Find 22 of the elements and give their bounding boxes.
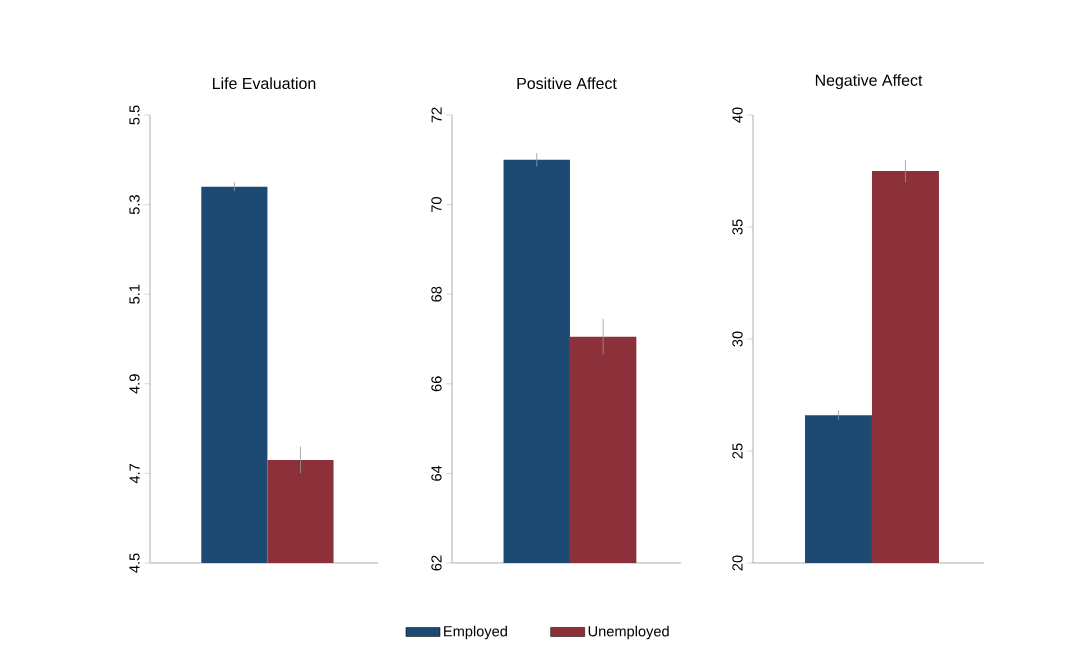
legend-label: Unemployed — [588, 625, 669, 640]
y-tick-label: 25 — [732, 443, 743, 459]
y-tick-label: 40 — [732, 107, 743, 123]
y-tick-label: 66 — [431, 376, 442, 392]
chart-title: Positive Affect — [517, 77, 617, 90]
y-tick-label: 70 — [431, 197, 442, 212]
chart-title: Life Evaluation — [213, 77, 316, 90]
y-tick-label: 5.5 — [129, 105, 140, 125]
y-tick-label: 30 — [732, 331, 743, 347]
y-tick-label: 35 — [732, 219, 743, 235]
y-tick-label: 72 — [431, 107, 442, 123]
y-tick-label: 20 — [732, 555, 743, 571]
y-tick-label: 62 — [431, 555, 442, 571]
y-tick-label: 4.9 — [129, 374, 140, 394]
y-tick-label: 4.7 — [129, 463, 140, 484]
y-tick-label: 5.1 — [129, 284, 140, 304]
y-tick-label: 64 — [431, 465, 442, 481]
chart-title: Negative Affect — [815, 74, 923, 90]
y-tick-label: 4.5 — [129, 553, 140, 573]
y-tick-label: 68 — [431, 286, 442, 302]
y-tick-label: 5.3 — [129, 195, 140, 215]
legend-label: Employed — [444, 625, 507, 640]
